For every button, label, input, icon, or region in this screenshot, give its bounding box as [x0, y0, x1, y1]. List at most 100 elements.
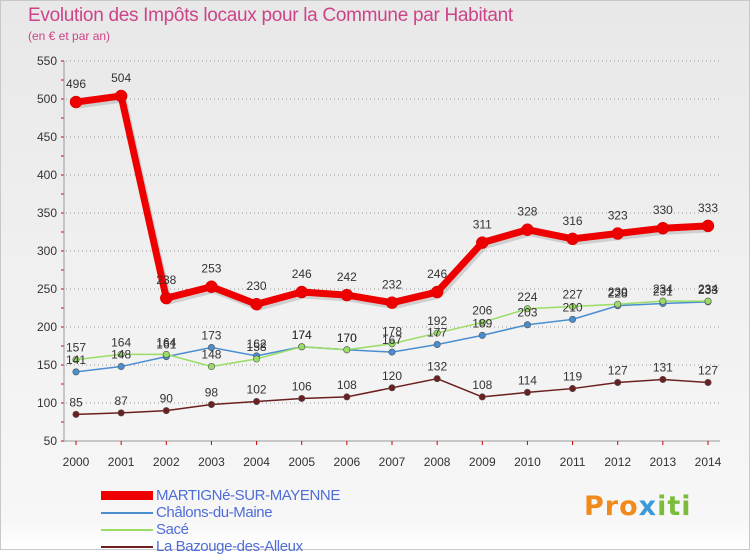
- data-point: [72, 368, 80, 376]
- data-point: [523, 305, 531, 313]
- x-tick-label: 2009: [469, 455, 496, 469]
- data-point: [253, 355, 261, 363]
- data-point: [207, 401, 215, 409]
- data-point: [433, 375, 441, 383]
- data-point: [656, 221, 670, 235]
- data-label: 173: [201, 329, 221, 343]
- data-point: [69, 95, 83, 109]
- chart-subtitle: (en € et par an): [28, 29, 111, 43]
- legend-swatch-sace: [101, 529, 153, 531]
- legend-label-bazouge: La Bazouge-des-Alleux: [156, 538, 303, 555]
- data-label: 85: [69, 395, 83, 409]
- legend-swatch-bazouge: [101, 546, 153, 548]
- x-tick-label: 2007: [379, 455, 406, 469]
- y-tick-label: 250: [37, 282, 57, 296]
- data-label: 170: [337, 331, 357, 345]
- data-point: [523, 321, 531, 329]
- data-label: 87: [114, 394, 128, 408]
- data-label: 170: [337, 331, 357, 345]
- data-label: 206: [472, 303, 492, 317]
- x-tick-label: 2002: [153, 455, 180, 469]
- data-point: [433, 329, 441, 337]
- data-label: 127: [698, 363, 718, 377]
- data-label: 108: [337, 378, 357, 392]
- data-point: [205, 280, 218, 293]
- data-point: [569, 385, 577, 393]
- data-point: [430, 285, 444, 299]
- x-tick-label: 2013: [650, 455, 677, 469]
- chart-title: Evolution des Impôts locaux pour la Comm…: [28, 5, 513, 26]
- y-tick-label: 300: [37, 244, 57, 258]
- data-label: 141: [66, 353, 86, 367]
- x-tick-label: 2001: [108, 455, 135, 469]
- data-point: [566, 232, 579, 246]
- data-label: 106: [292, 379, 312, 393]
- data-label: 162: [247, 337, 267, 351]
- data-label: 120: [382, 369, 402, 383]
- data-point: [659, 297, 667, 305]
- legend-label-sace: Sacé: [156, 521, 189, 538]
- data-point: [704, 297, 712, 305]
- logo-part-3: iti: [657, 491, 692, 522]
- legend-swatch-chalons: [101, 512, 153, 514]
- data-label: 164: [111, 335, 131, 349]
- data-label: 158: [247, 340, 267, 354]
- data-point: [207, 344, 215, 352]
- data-label: 148: [111, 348, 131, 362]
- data-point: [343, 393, 351, 401]
- y-tick-label: 350: [37, 206, 57, 220]
- data-point: [701, 219, 715, 233]
- data-label: 114: [518, 373, 537, 387]
- data-point: [569, 315, 577, 323]
- data-point: [207, 363, 215, 371]
- data-point: [114, 89, 128, 103]
- data-label: 333: [698, 201, 718, 215]
- data-label: 316: [563, 214, 583, 228]
- data-label: 330: [653, 203, 673, 217]
- data-point: [614, 378, 622, 386]
- data-label: 131: [653, 360, 673, 374]
- data-label: 203: [517, 306, 537, 320]
- x-tick-label: 2005: [288, 455, 315, 469]
- data-label: 102: [247, 382, 267, 396]
- data-label: 311: [473, 218, 492, 232]
- data-label: 224: [517, 290, 537, 304]
- x-tick-label: 2004: [243, 455, 270, 469]
- legend-label-chalons: Châlons-du-Maine: [156, 504, 273, 521]
- data-label: 189: [472, 316, 492, 330]
- x-tick-label: 2008: [424, 455, 451, 469]
- data-label: 246: [427, 267, 447, 281]
- data-label: 328: [517, 205, 537, 219]
- data-point: [478, 318, 486, 326]
- data-label: 323: [608, 209, 628, 223]
- data-label: 98: [205, 386, 219, 400]
- data-point: [569, 302, 577, 310]
- data-label: 167: [382, 333, 402, 347]
- data-label: 164: [156, 335, 176, 349]
- data-point: [388, 384, 396, 392]
- y-tick-label: 400: [37, 168, 57, 182]
- data-label: 242: [337, 270, 357, 284]
- data-label: 161: [156, 338, 176, 352]
- data-label: 246: [292, 267, 312, 281]
- legend-label-martigne: MARTIGNé-SUR-MAYENNE: [156, 487, 340, 504]
- y-tick-label: 100: [37, 396, 57, 410]
- data-label: 233: [698, 283, 718, 297]
- data-label: 231: [653, 284, 673, 298]
- data-point: [343, 346, 351, 354]
- data-point: [340, 288, 354, 302]
- data-label: 238: [156, 273, 176, 287]
- data-point: [72, 410, 80, 418]
- data-point: [117, 409, 125, 417]
- data-point: [117, 350, 125, 358]
- data-point: [298, 394, 306, 402]
- y-tick-label: 550: [37, 54, 57, 68]
- y-tick-label: 450: [37, 130, 57, 144]
- data-point: [253, 397, 261, 405]
- data-label: 210: [563, 300, 583, 314]
- data-point: [704, 378, 712, 386]
- data-point: [298, 343, 306, 351]
- data-point: [250, 297, 263, 311]
- y-tick-label: 500: [37, 92, 57, 106]
- x-tick-label: 2003: [198, 455, 225, 469]
